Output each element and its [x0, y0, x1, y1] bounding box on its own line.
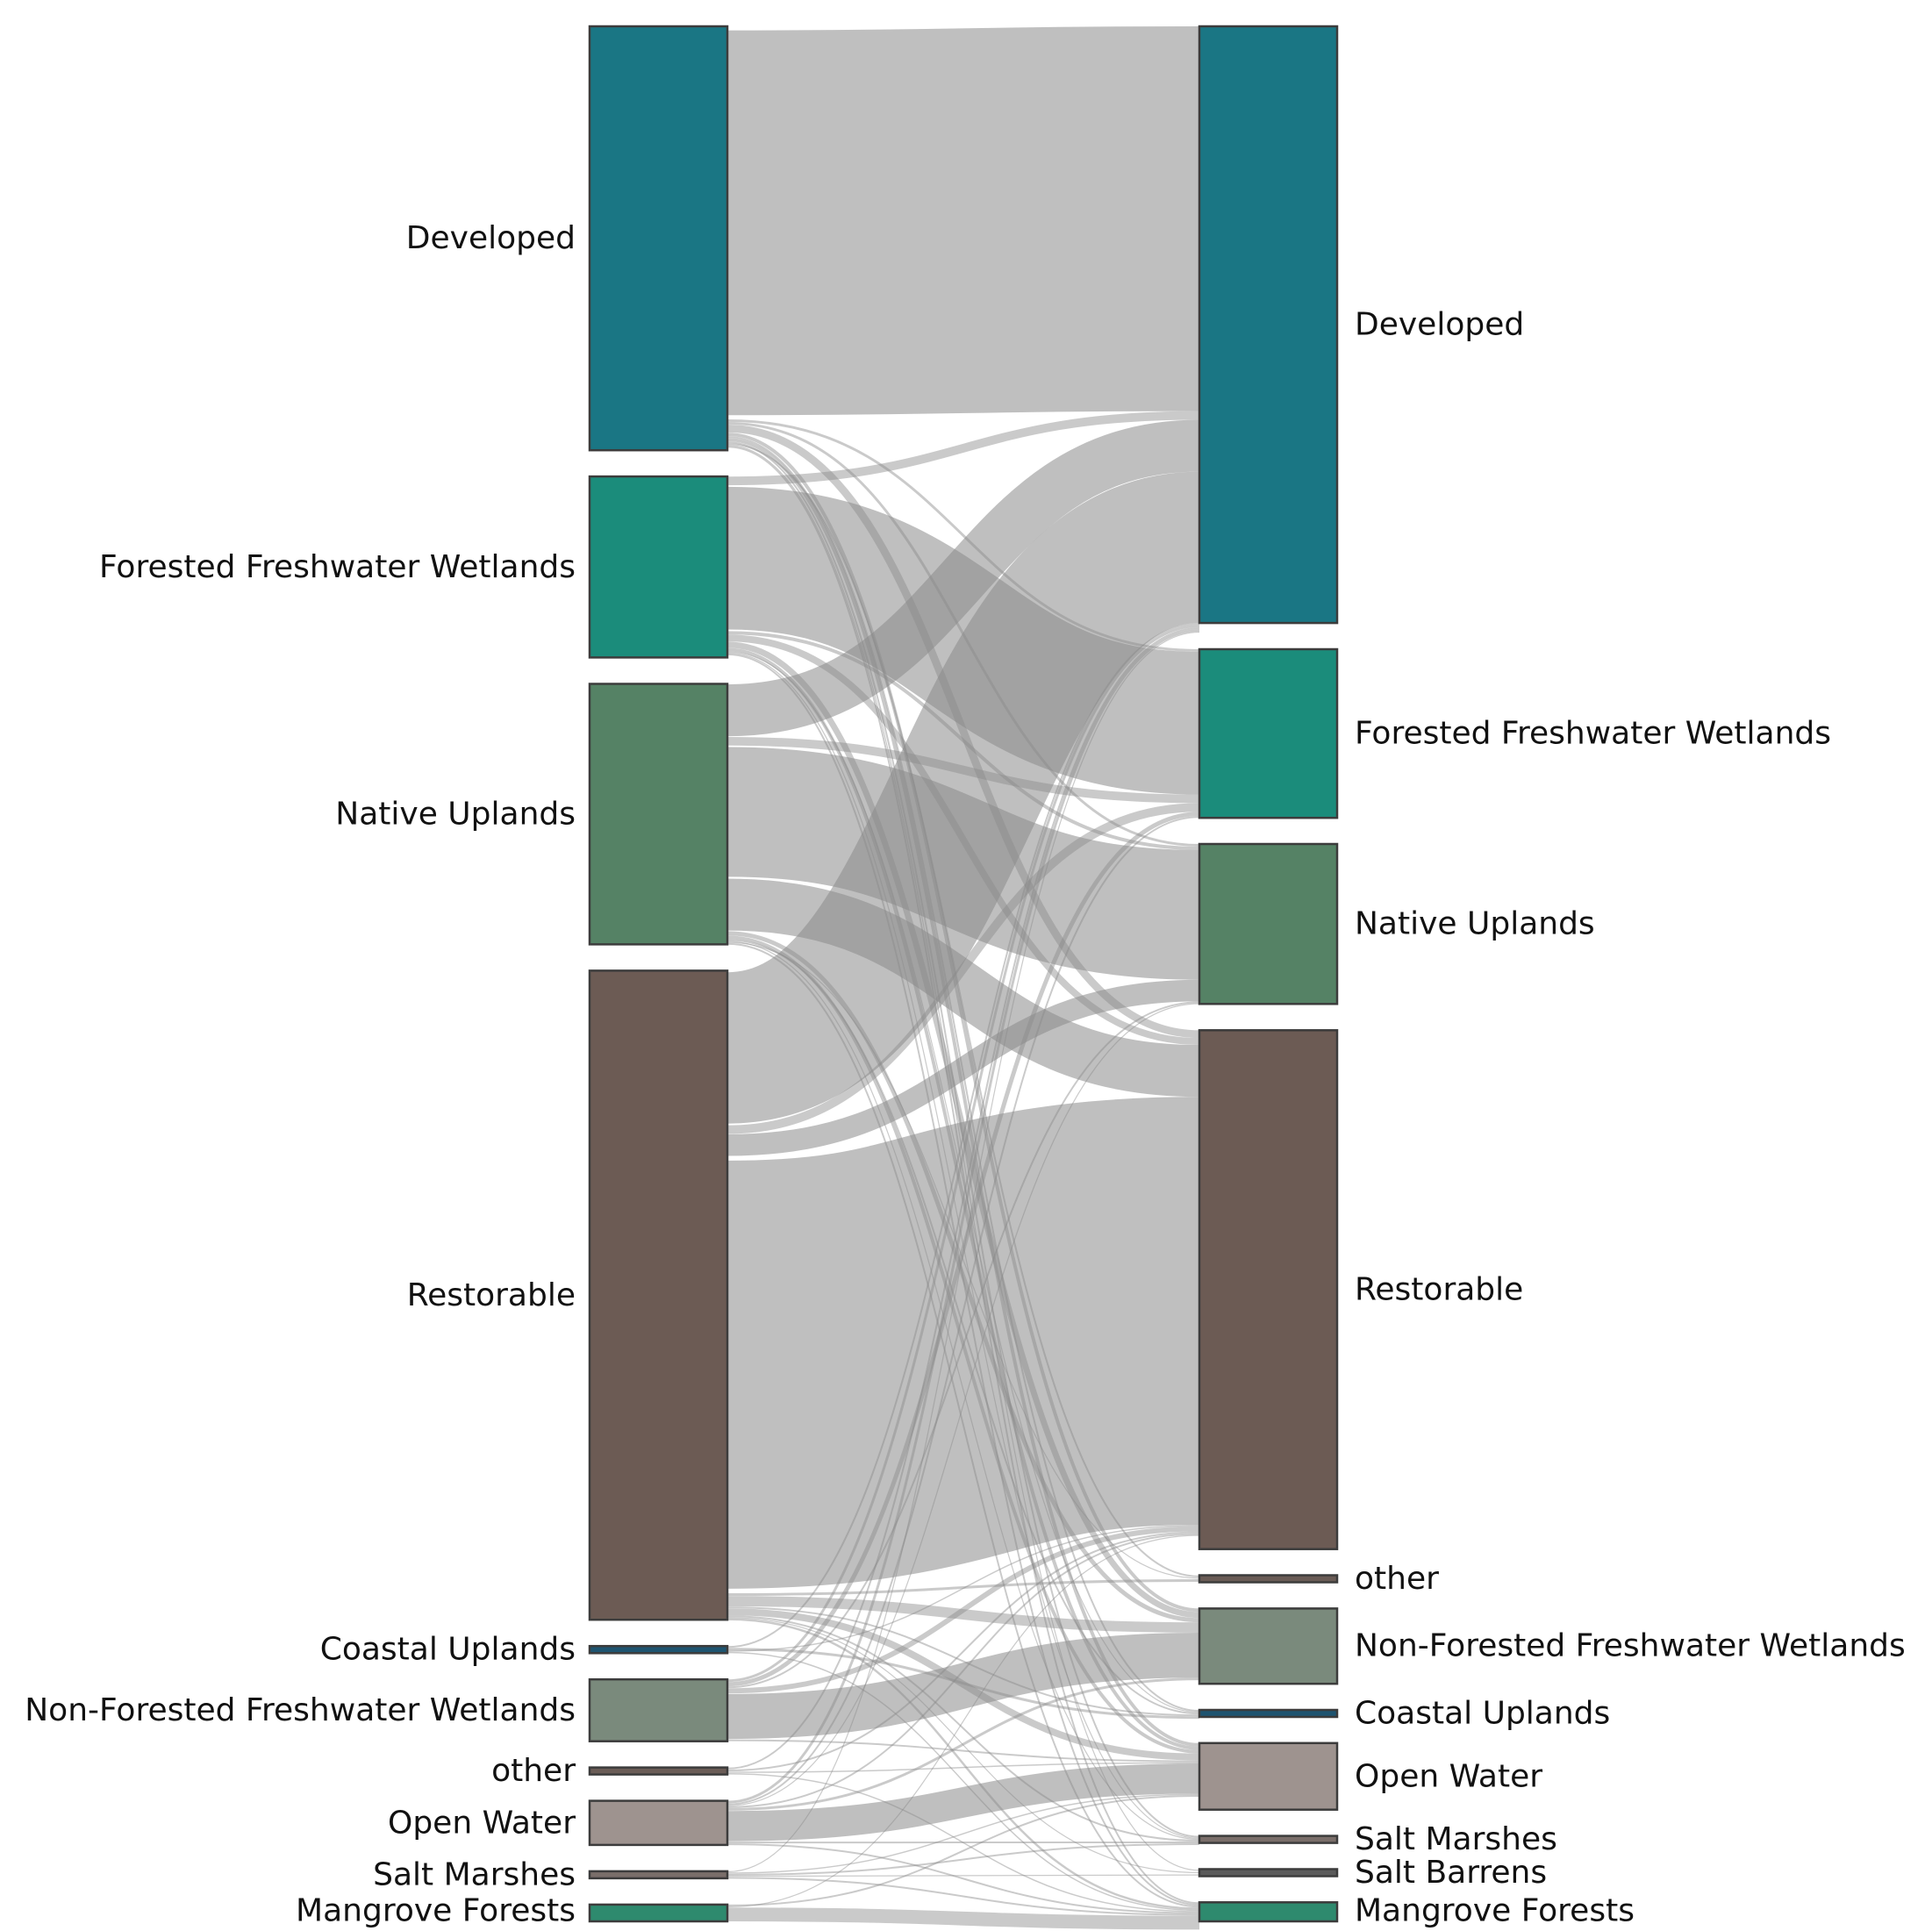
right-label-ow: Open Water — [1355, 1758, 1542, 1794]
flow-link-sm-to-mf — [726, 1877, 1200, 1916]
flow-link-mf-to-rest — [726, 1534, 1200, 1908]
flow-link-ow-to-rest — [726, 1533, 1200, 1808]
left-node-nffw — [588, 1677, 729, 1742]
flow-link-rest-to-oth — [726, 1578, 1200, 1597]
flow-link-rest-to-mf — [726, 1618, 1200, 1910]
flow-link-sm-to-dev — [726, 631, 1200, 1873]
flow-link-oth-to-dev — [726, 627, 1200, 1770]
flow-link-ow-to-nffw — [726, 1677, 1200, 1811]
right-node-oth — [1198, 1574, 1339, 1584]
left-node-nu — [588, 683, 729, 946]
flow-link-nffw-to-nffw — [726, 1632, 1200, 1740]
flow-link-mf-to-mf — [726, 1907, 1200, 1930]
flow-link-sm-to-ow — [726, 1793, 1200, 1874]
left-label-dev: Developed — [406, 220, 576, 256]
node-labels: Developed Forested Freshwater Wetlands Nat… — [25, 220, 1906, 1928]
flow-link-dev-to-dev — [726, 25, 1200, 416]
flow-link-nffw-to-rest — [726, 1526, 1200, 1694]
flow-link-oth-to-rest — [726, 1531, 1200, 1772]
left-label-ow: Open Water — [388, 1805, 576, 1841]
left-label-rest: Restorable — [407, 1277, 576, 1313]
flow-link-nffw-to-ow — [726, 1739, 1200, 1763]
left-node-oth — [588, 1766, 729, 1776]
right-node-rest — [1198, 1029, 1339, 1550]
left-node-cu — [588, 1644, 729, 1655]
right-label-mf: Mangrove Forests — [1355, 1893, 1635, 1929]
flow-links — [723, 25, 1204, 1930]
left-label-nffw: Non-Forested Freshwater Wetlands — [25, 1692, 576, 1728]
left-node-mf — [588, 1903, 729, 1923]
right-node-cu — [1198, 1708, 1339, 1719]
left-label-cu: Coastal Uplands — [320, 1632, 576, 1668]
flow-link-rest-to-sb — [726, 1617, 1200, 1874]
left-node-ffw — [588, 475, 729, 659]
left-label-sm: Salt Marshes — [373, 1856, 576, 1892]
flow-link-cu-to-rest — [726, 1525, 1200, 1652]
right-node-ffw — [1198, 647, 1339, 819]
right-label-nu: Native Uplands — [1355, 906, 1595, 942]
right-label-sb: Salt Barrens — [1355, 1855, 1547, 1891]
flow-link-oth-to-mf — [726, 1773, 1200, 1913]
flow-link-oth-to-ow — [726, 1762, 1200, 1773]
flow-link-rest-to-nu — [726, 979, 1200, 1156]
left-label-ffw: Forested Freshwater Wetlands — [99, 549, 576, 585]
flow-link-ow-to-ow — [726, 1763, 1200, 1842]
left-node-dev — [588, 25, 729, 452]
right-label-rest: Restorable — [1355, 1272, 1523, 1308]
flow-link-rest-to-dev — [723, 471, 1204, 1124]
flow-link-nu-to-dev — [726, 419, 1200, 737]
right-node-mf — [1198, 1901, 1339, 1923]
flow-link-rest-to-sm — [726, 1615, 1200, 1842]
flow-link-ffw-to-dev — [726, 411, 1200, 486]
nodes — [588, 25, 1339, 1923]
left-label-nu: Native Uplands — [335, 796, 576, 832]
flow-link-mf-to-ow — [726, 1794, 1200, 1906]
flow-link-ow-to-ffw — [726, 816, 1200, 1806]
flow-link-rest-to-ffw — [726, 803, 1200, 1134]
flow-link-rest-to-nffw — [726, 1596, 1200, 1633]
flow-link-cu-to-mf — [726, 1651, 1200, 1912]
right-label-cu: Coastal Uplands — [1355, 1696, 1610, 1732]
right-label-ffw: Forested Freshwater Wetlands — [1355, 716, 1831, 752]
right-label-sm: Salt Marshes — [1355, 1821, 1557, 1857]
right-label-nffw: Non-Forested Freshwater Wetlands — [1355, 1628, 1906, 1664]
flow-link-ow-to-mf — [726, 1843, 1200, 1914]
right-label-dev: Developed — [1355, 307, 1524, 343]
left-node-rest — [588, 969, 729, 1621]
right-node-sm — [1198, 1834, 1339, 1844]
flow-link-ow-to-nu — [726, 1003, 1200, 1806]
right-node-nffw — [1198, 1607, 1339, 1685]
flow-link-nffw-to-dev — [726, 625, 1200, 1683]
right-node-sb — [1198, 1868, 1339, 1877]
flow-link-sm-to-sm — [726, 1842, 1200, 1876]
flow-link-nffw-to-ffw — [726, 812, 1200, 1687]
flow-link-nffw-to-nu — [726, 1001, 1200, 1689]
flow-link-rest-to-rest — [726, 1097, 1201, 1589]
right-node-dev — [1198, 25, 1339, 625]
right-label-oth: other — [1355, 1561, 1439, 1597]
left-label-mf: Mangrove Forests — [296, 1893, 576, 1929]
flow-link-ow-to-dev — [726, 628, 1200, 1804]
flow-link-rest-to-cu — [726, 1606, 1200, 1717]
left-label-oth: other — [491, 1753, 576, 1789]
right-node-ow — [1198, 1741, 1339, 1811]
flow-link-sm-to-sb — [726, 1874, 1200, 1877]
left-node-ow — [588, 1799, 729, 1847]
right-node-nu — [1198, 842, 1339, 1005]
flow-link-cu-to-dev — [726, 623, 1200, 1649]
flow-link-nu-to-rest — [726, 878, 1200, 1098]
left-node-sm — [588, 1870, 729, 1880]
